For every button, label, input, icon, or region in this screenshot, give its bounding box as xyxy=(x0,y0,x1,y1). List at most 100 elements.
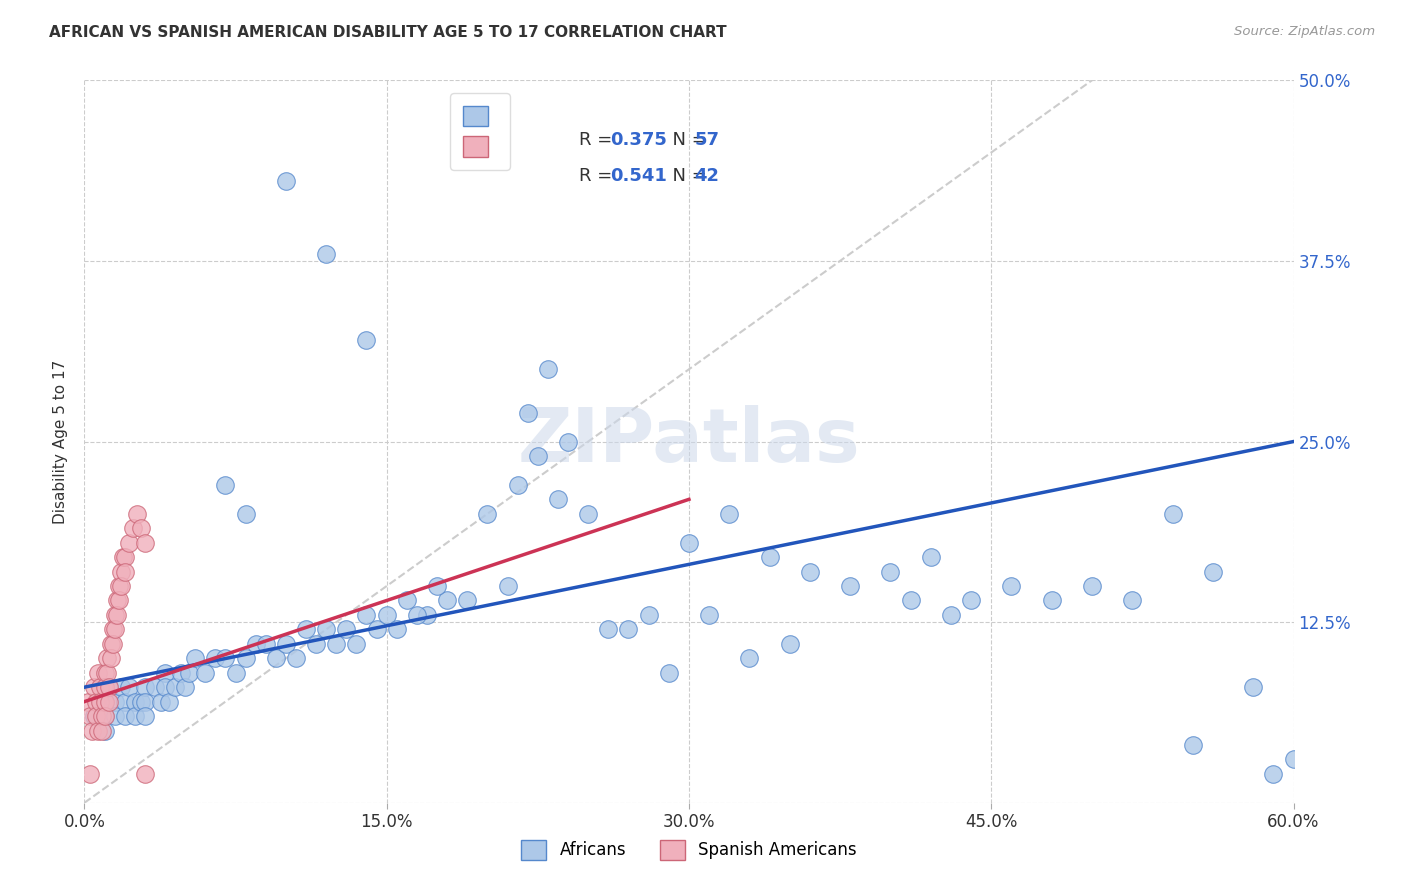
Point xyxy=(477,507,499,521)
Point xyxy=(456,593,478,607)
Point xyxy=(93,709,115,723)
Text: 42: 42 xyxy=(695,167,720,185)
Point xyxy=(1263,767,1285,781)
Point xyxy=(165,680,187,694)
Point xyxy=(799,565,821,579)
Point xyxy=(87,723,110,738)
Point xyxy=(111,550,134,565)
Point xyxy=(82,723,104,738)
Point xyxy=(356,607,378,622)
Point xyxy=(254,637,277,651)
Point xyxy=(235,507,257,521)
Point xyxy=(1202,565,1225,579)
Point xyxy=(83,680,105,694)
Point xyxy=(153,680,176,694)
Point xyxy=(204,651,226,665)
Point xyxy=(96,651,118,665)
Point xyxy=(960,593,983,607)
Point xyxy=(697,607,720,622)
Point xyxy=(426,579,449,593)
Point xyxy=(436,593,458,607)
Point xyxy=(110,579,132,593)
Text: R =: R = xyxy=(579,131,619,149)
Point xyxy=(93,680,115,694)
Point xyxy=(114,550,136,565)
Point xyxy=(637,607,659,622)
Point xyxy=(105,607,128,622)
Point xyxy=(86,695,108,709)
Point xyxy=(79,767,101,781)
Point xyxy=(305,637,328,651)
Point xyxy=(416,607,439,622)
Point xyxy=(1181,738,1204,752)
Point xyxy=(93,695,115,709)
Point xyxy=(395,593,418,607)
Point xyxy=(134,767,156,781)
Text: ZIPatlas: ZIPatlas xyxy=(517,405,860,478)
Point xyxy=(86,709,108,723)
Point xyxy=(157,695,180,709)
Point xyxy=(100,637,122,651)
Point xyxy=(93,695,115,709)
Point xyxy=(97,680,120,694)
Point xyxy=(225,665,247,680)
Point xyxy=(107,593,129,607)
Point xyxy=(598,623,620,637)
Point xyxy=(406,607,429,622)
Point xyxy=(104,695,127,709)
Point xyxy=(96,665,118,680)
Point xyxy=(235,651,257,665)
Y-axis label: Disability Age 5 to 17: Disability Age 5 to 17 xyxy=(53,359,69,524)
Point xyxy=(93,709,115,723)
Text: 0.541: 0.541 xyxy=(610,167,666,185)
Point xyxy=(129,695,152,709)
Point xyxy=(170,665,193,680)
Point xyxy=(118,535,141,549)
Point xyxy=(91,709,114,723)
Point xyxy=(537,362,560,376)
Text: Source: ZipAtlas.com: Source: ZipAtlas.com xyxy=(1234,25,1375,38)
Legend: Africans, Spanish Americans: Africans, Spanish Americans xyxy=(515,833,863,867)
Point xyxy=(100,651,122,665)
Point xyxy=(87,665,110,680)
Point xyxy=(274,637,297,651)
Point xyxy=(121,521,143,535)
Point xyxy=(104,607,127,622)
Point xyxy=(1282,752,1305,766)
Point xyxy=(779,637,801,651)
Point xyxy=(97,695,120,709)
Point xyxy=(678,535,700,549)
Point xyxy=(576,507,599,521)
Point xyxy=(91,723,114,738)
Point xyxy=(124,709,146,723)
Point xyxy=(758,550,780,565)
Point xyxy=(1121,593,1143,607)
Point xyxy=(129,521,152,535)
Point xyxy=(184,651,207,665)
Point xyxy=(315,246,337,260)
Point xyxy=(83,709,105,723)
Point xyxy=(93,723,115,738)
Point xyxy=(245,637,267,651)
Point xyxy=(385,623,408,637)
Text: AFRICAN VS SPANISH AMERICAN DISABILITY AGE 5 TO 17 CORRELATION CHART: AFRICAN VS SPANISH AMERICAN DISABILITY A… xyxy=(49,25,727,40)
Text: N =: N = xyxy=(661,131,713,149)
Point xyxy=(274,174,297,188)
Point xyxy=(134,680,156,694)
Point xyxy=(104,709,127,723)
Point xyxy=(97,680,120,694)
Point xyxy=(179,665,201,680)
Point xyxy=(77,695,100,709)
Point xyxy=(295,623,318,637)
Point xyxy=(153,665,176,680)
Point xyxy=(114,565,136,579)
Point xyxy=(506,478,529,492)
Point xyxy=(335,623,357,637)
Point xyxy=(1040,593,1063,607)
Point xyxy=(89,695,111,709)
Point xyxy=(939,607,962,622)
Point xyxy=(89,680,111,694)
Point xyxy=(214,651,236,665)
Point xyxy=(285,651,308,665)
Point xyxy=(124,695,146,709)
